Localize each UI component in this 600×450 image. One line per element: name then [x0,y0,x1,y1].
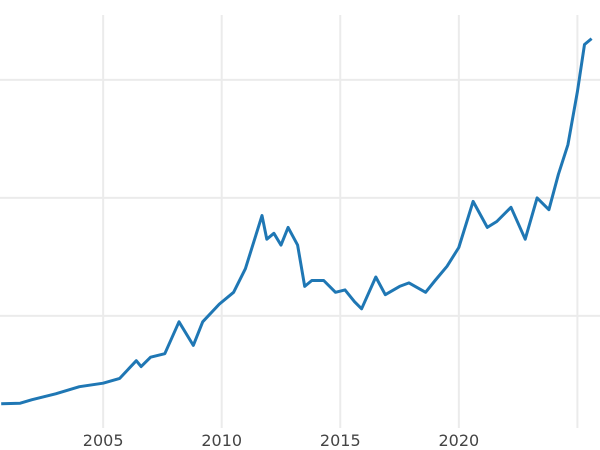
x-tick-label: 2010 [201,431,242,450]
x-tick-labels: 2005 2010 2015 2020 [83,431,479,450]
gridlines [0,15,600,428]
x-tick-label: 2020 [438,431,479,450]
series-line [1,37,593,406]
x-tick-label: 2015 [320,431,361,450]
x-tick-label: 2005 [83,431,124,450]
